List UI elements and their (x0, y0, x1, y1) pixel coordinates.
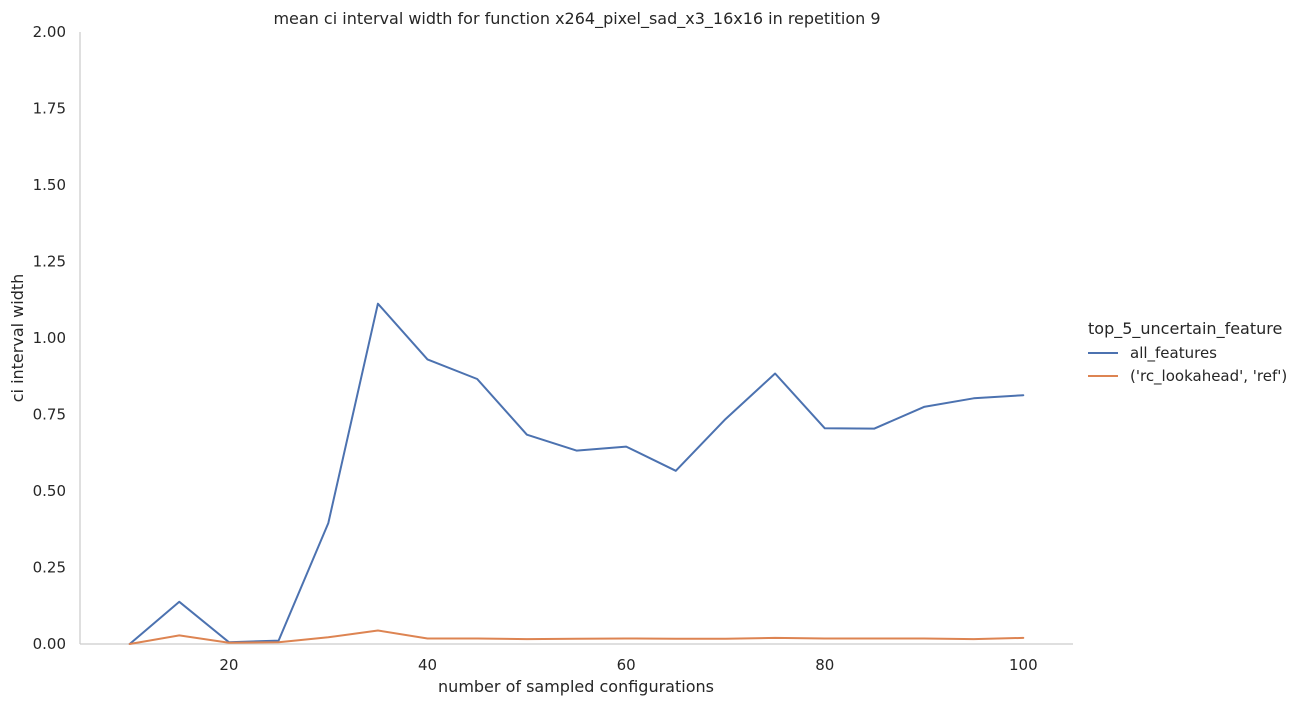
y-tick-label: 0.00 (33, 635, 66, 653)
legend-items: all_features ('rc_lookahead', 'ref') (1088, 344, 1287, 386)
y-tick-label: 1.75 (33, 100, 66, 118)
chart-title: mean ci interval width for function x264… (273, 9, 880, 29)
series-line-1 (128, 629, 1025, 645)
series-line-0 (128, 302, 1025, 645)
x-tick-label: 100 (1009, 656, 1038, 674)
y-tick-label: 1.50 (33, 176, 66, 194)
legend: top_5_uncertain_feature all_features ('rc… (1088, 319, 1287, 386)
y-tick-label: 0.25 (33, 559, 66, 577)
y-tick-label: 2.00 (33, 23, 66, 41)
x-tick-label: 40 (418, 656, 437, 674)
x-tick-label: 20 (219, 656, 238, 674)
x-tick-labels: 20 40 60 80 100 (219, 656, 1037, 674)
legend-title: top_5_uncertain_feature (1088, 319, 1282, 339)
x-tick-label: 80 (815, 656, 834, 674)
y-tick-labels: 0.00 0.25 0.50 0.75 1.00 1.25 1.50 1.75 2.00 (33, 23, 66, 653)
legend-label-1: ('rc_lookahead', 'ref') (1130, 367, 1287, 386)
series-lines (128, 302, 1025, 645)
y-tick-label: 1.00 (33, 329, 66, 347)
y-tick-label: 0.50 (33, 482, 66, 500)
y-tick-label: 0.75 (33, 406, 66, 424)
x-tick-label: 60 (617, 656, 636, 674)
y-axis-title: ci interval width (8, 274, 27, 403)
plot-area: 0.00 0.25 0.50 0.75 1.00 1.25 1.50 1.75 2.00 20 4… (33, 23, 1073, 674)
y-tick-label: 1.25 (33, 253, 66, 271)
x-axis-title: number of sampled configurations (438, 677, 714, 696)
legend-label-0: all_features (1130, 344, 1217, 363)
